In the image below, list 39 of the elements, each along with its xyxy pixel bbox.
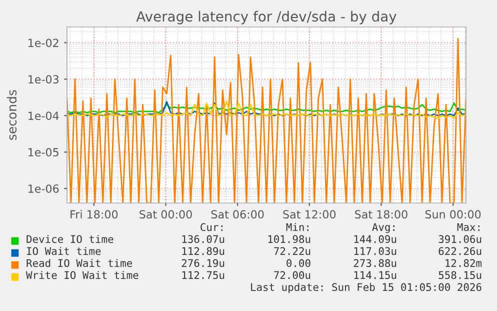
text: 117.03u <box>354 247 396 256</box>
legend-label: Read IO Wait time <box>26 258 132 268</box>
text: 101.98u <box>268 235 310 244</box>
text: 12.82m <box>446 259 482 268</box>
text: Max: <box>457 223 480 232</box>
y-tick-label: 1e-06 <box>28 184 59 193</box>
text: 144.09u <box>354 235 396 244</box>
text: 276.19u <box>182 259 224 268</box>
line-series <box>67 102 466 114</box>
text: 136.07u <box>182 235 224 244</box>
x-tick-label: Sat 06:00 <box>211 210 264 219</box>
text: 391.06u <box>438 235 482 244</box>
text: 0.00 <box>286 259 310 268</box>
y-tick-label: 1e-02 <box>28 38 58 48</box>
text: 112.75u <box>182 271 224 280</box>
text: 72.22u <box>274 247 310 256</box>
x-tick-label: Sat 18:00 <box>355 210 408 219</box>
text: 72.00u <box>274 271 310 280</box>
text: 114.15u <box>354 271 396 280</box>
text: Min: <box>286 222 308 231</box>
x-tick-label: Sat 00:00 <box>140 210 192 219</box>
y-tick-label: 1e-04 <box>28 112 59 120</box>
y-tick-label: 1e-05 <box>28 148 58 156</box>
x-tick-label: Sun 00:00 <box>425 210 481 219</box>
text: Avg: <box>372 223 394 234</box>
x-tick-label: Fri 18:00 <box>70 210 118 219</box>
legend-label: Write IO Wait time <box>26 270 138 280</box>
y-tick-label: 1e-03 <box>28 75 58 84</box>
legend-label: Device IO time <box>26 234 114 244</box>
text: 273.88u <box>354 259 396 268</box>
text: 622.26u <box>438 247 482 256</box>
text: 558.15u <box>438 271 482 280</box>
x-tick-label: Sat 12:00 <box>283 210 336 219</box>
text: 112.89u <box>182 247 224 256</box>
chart-title: Average latency for /dev/sda - by day <box>136 10 396 24</box>
legend-label: IO Wait time <box>27 246 101 256</box>
text: Cur: <box>200 223 222 232</box>
text: Last update: Sun Feb 15 01:05:00 2026 <box>251 282 482 294</box>
y-axis-title: seconds <box>6 90 17 140</box>
